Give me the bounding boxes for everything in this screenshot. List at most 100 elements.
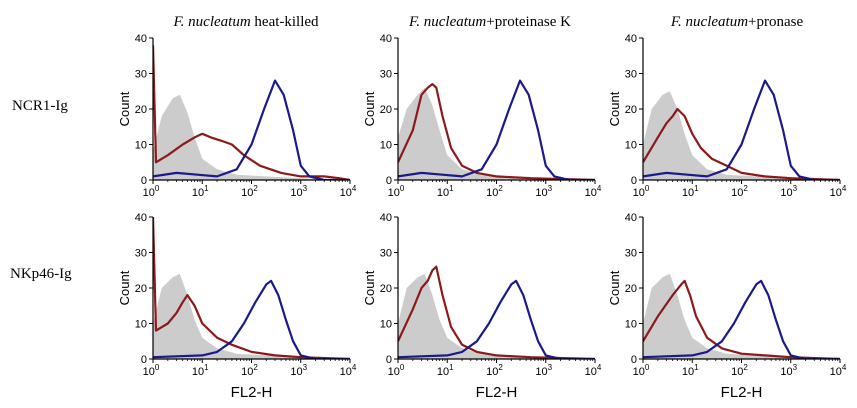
y-tick-label: 20 <box>135 283 147 295</box>
y-tick-label: 40 <box>625 33 637 45</box>
y-tick-label: 10 <box>135 319 147 331</box>
control-histogram <box>643 273 840 359</box>
y-tick-label: 20 <box>380 283 392 295</box>
y-tick-label: 40 <box>380 33 392 45</box>
y-tick-label: 10 <box>625 319 637 331</box>
y-tick-label: 30 <box>380 248 392 260</box>
plot-area <box>153 45 350 180</box>
y-tick-label: 0 <box>631 175 637 187</box>
blue-histogram-line <box>643 279 840 359</box>
x-tick-label: 103 <box>290 184 307 199</box>
y-tick-label: 0 <box>386 175 392 187</box>
y-tick-label: 30 <box>135 248 147 260</box>
x-tick-label: 102 <box>241 363 258 378</box>
y-tick-label: 30 <box>625 69 637 81</box>
x-tick-label: 104 <box>830 363 847 378</box>
x-tick-label: 101 <box>192 363 209 378</box>
x-tick-label: 102 <box>486 184 503 199</box>
red-histogram-line <box>643 107 840 180</box>
blue-histogram-line <box>153 79 350 180</box>
control-histogram <box>643 91 840 180</box>
blue-histogram-line <box>643 79 840 180</box>
row-label-nkp46: NKp46-Ig <box>10 266 72 282</box>
y-tick-label: 0 <box>386 354 392 366</box>
y-tick-label: 10 <box>625 140 637 152</box>
x-tick-label: 103 <box>535 184 552 199</box>
y-tick-label: 30 <box>135 69 147 81</box>
y-tick-label: 0 <box>141 175 147 187</box>
y-tick-label: 30 <box>625 248 637 260</box>
y-axis-label: Count <box>117 91 132 126</box>
blue-histogram-line <box>398 79 595 180</box>
red-histogram-line <box>398 83 595 180</box>
y-tick-label: 20 <box>380 104 392 116</box>
x-axis-label: FL2-H <box>231 384 273 401</box>
x-tick-label: 100 <box>388 184 405 199</box>
x-tick-label: 102 <box>241 184 258 199</box>
y-tick-label: 0 <box>141 354 147 366</box>
histogram-panel-4: 0 10 20 30 40 100 101 102 103 104 Count FL2-H <box>117 212 357 401</box>
x-tick-label: 100 <box>143 184 160 199</box>
x-tick-label: 101 <box>682 363 699 378</box>
blue-histogram-line <box>153 279 350 359</box>
plot-area <box>153 216 350 359</box>
red-histogram-line <box>398 265 595 359</box>
y-tick-label: 10 <box>380 140 392 152</box>
histogram-panel-2: 0 10 20 30 40 100 101 102 103 104 Count <box>362 33 602 199</box>
column-title-3: F. nucleatum+pronase <box>670 14 804 30</box>
y-axis-label: Count <box>607 270 622 305</box>
histogram-panel-1: 0 10 20 30 40 100 101 102 103 104 Count <box>117 33 357 199</box>
plot-area <box>398 265 595 359</box>
x-tick-label: 101 <box>437 363 454 378</box>
x-tick-label: 103 <box>290 363 307 378</box>
control-histogram <box>398 87 595 180</box>
x-tick-label: 103 <box>780 363 797 378</box>
control-histogram <box>398 273 595 359</box>
y-tick-label: 20 <box>135 104 147 116</box>
y-tick-label: 0 <box>631 354 637 366</box>
y-tick-label: 40 <box>135 33 147 45</box>
x-tick-label: 104 <box>340 363 357 378</box>
histogram-panel-5: 0 10 20 30 40 100 101 102 103 104 Count FL2-H <box>362 212 602 401</box>
x-tick-label: 102 <box>731 184 748 199</box>
y-tick-label: 40 <box>625 212 637 224</box>
red-histogram-line <box>643 279 840 359</box>
y-tick-label: 10 <box>135 140 147 152</box>
x-tick-label: 104 <box>340 184 357 199</box>
y-tick-label: 40 <box>135 212 147 224</box>
column-title-1: F. nucleatum heat-killed <box>172 14 319 30</box>
row-label-ncr1: NCR1-Ig <box>12 98 68 114</box>
x-tick-label: 100 <box>633 363 650 378</box>
y-axis-label: Count <box>362 91 377 126</box>
control-histogram <box>153 273 350 359</box>
blue-histogram-line <box>398 279 595 359</box>
y-tick-label: 30 <box>380 69 392 81</box>
x-tick-label: 100 <box>633 184 650 199</box>
x-tick-label: 100 <box>388 363 405 378</box>
y-tick-label: 10 <box>380 319 392 331</box>
x-axis-label: FL2-H <box>476 384 518 401</box>
x-tick-label: 102 <box>486 363 503 378</box>
x-tick-label: 101 <box>682 184 699 199</box>
x-axis-label: FL2-H <box>721 384 763 401</box>
y-axis-label: Count <box>117 270 132 305</box>
x-tick-label: 100 <box>143 363 160 378</box>
y-axis-label: Count <box>607 91 622 126</box>
plot-area <box>398 79 595 180</box>
x-tick-label: 104 <box>830 184 847 199</box>
column-title-2: F. nucleatum+proteinase K <box>408 14 571 30</box>
control-histogram <box>153 94 350 180</box>
x-tick-label: 104 <box>585 363 602 378</box>
red-histogram-line <box>153 216 350 359</box>
y-tick-label: 40 <box>380 212 392 224</box>
x-tick-label: 101 <box>437 184 454 199</box>
y-tick-label: 20 <box>625 104 637 116</box>
x-tick-label: 103 <box>535 363 552 378</box>
x-tick-label: 102 <box>731 363 748 378</box>
x-tick-label: 103 <box>780 184 797 199</box>
x-tick-label: 101 <box>192 184 209 199</box>
plot-area <box>643 79 840 180</box>
plot-area <box>643 273 840 359</box>
